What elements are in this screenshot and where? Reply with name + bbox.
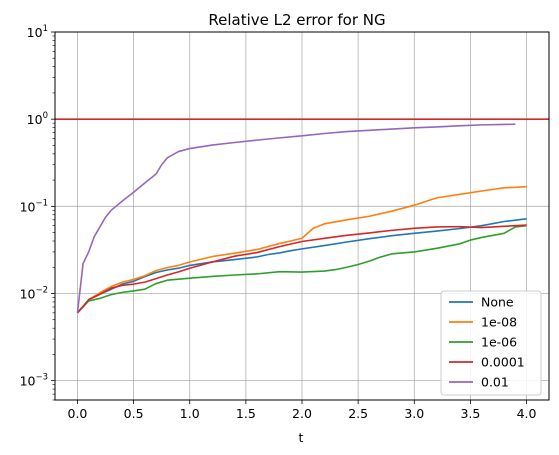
y-tick-label-exponent: −1: [35, 198, 48, 208]
y-tick-label: 101: [27, 24, 48, 40]
legend-label: 0.01: [481, 375, 509, 390]
series-line-1e-06: [76, 224, 527, 314]
x-tick-label: 4.0: [517, 406, 537, 421]
y-tick-label: 10−1: [20, 198, 48, 214]
x-tick-label: 2.5: [348, 406, 368, 421]
series-line-0.01: [76, 123, 516, 313]
x-tick-label: 3.0: [404, 406, 424, 421]
y-tick-label: 10−3: [20, 373, 48, 389]
x-tick-label: 1.0: [180, 406, 200, 421]
chart-title: Relative L2 error for NG: [208, 11, 385, 29]
y-tick-label-base: 10: [27, 25, 43, 40]
legend-frame: [440, 290, 542, 396]
x-tick-label: 0.5: [124, 406, 144, 421]
y-tick-label-exponent: 1: [43, 24, 48, 34]
y-tick-label-exponent: −3: [35, 373, 48, 383]
y-tick-label-base: 10: [20, 374, 36, 389]
legend: None 1e-08 1e-06 0.0001 0.01: [440, 290, 542, 396]
y-tick-label-base: 10: [27, 112, 43, 127]
series-lines: [76, 123, 527, 314]
series-line-0.0001: [76, 224, 527, 314]
x-axis-ticks: 0.0 0.5 1.0 1.5 2.0 2.5 3.0 3.5 4.0: [68, 400, 537, 421]
series-line-1e-08: [76, 185, 527, 314]
x-tick-label: 1.5: [236, 406, 256, 421]
y-tick-label: 10−2: [20, 285, 48, 301]
y-tick-label-exponent: 0: [43, 111, 48, 121]
y-tick-label-base: 10: [20, 199, 36, 214]
x-axis-label: t: [299, 430, 304, 445]
legend-label: 0.0001: [481, 355, 525, 370]
y-tick-label-base: 10: [20, 286, 36, 301]
legend-label: None: [481, 295, 514, 310]
x-tick-label: 0.0: [68, 406, 88, 421]
x-tick-label: 3.5: [460, 406, 480, 421]
x-tick-label: 2.0: [292, 406, 312, 421]
y-tick-label: 100: [27, 111, 48, 127]
legend-label: 1e-08: [481, 315, 517, 330]
legend-entries: None 1e-08 1e-06 0.0001 0.01: [449, 295, 525, 390]
y-tick-label-exponent: −2: [35, 285, 48, 295]
legend-label: 1e-06: [481, 335, 517, 350]
